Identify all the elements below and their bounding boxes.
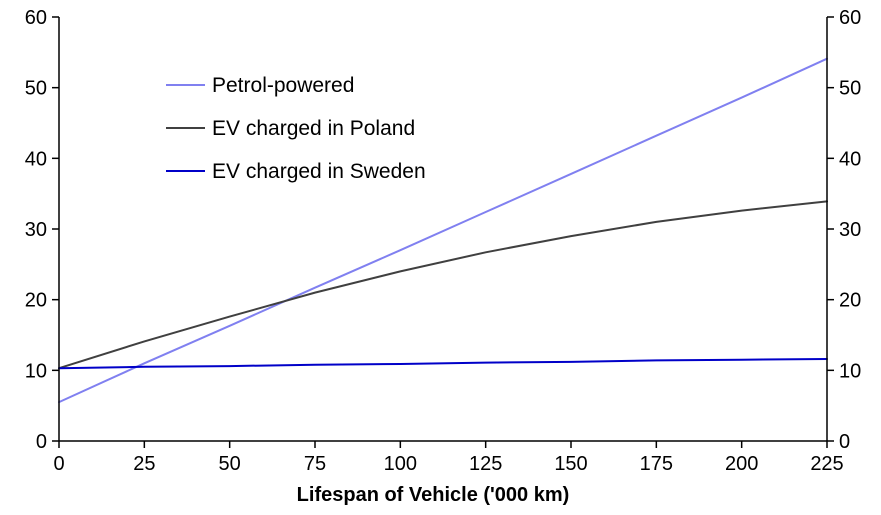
y-tick-label-left: 0 <box>36 431 47 453</box>
x-tick-label: 175 <box>640 453 673 475</box>
y-tick-label-left: 20 <box>25 290 47 312</box>
y-tick-label-right: 0 <box>839 431 850 453</box>
x-tick-label: 200 <box>725 453 758 475</box>
series-line-3 <box>58 358 828 370</box>
y-tick-label-left: 50 <box>25 78 47 100</box>
y-tick-label-right: 40 <box>839 148 861 170</box>
y-tick-label-right: 60 <box>839 7 861 29</box>
legend-label-2: EV charged in Poland <box>212 117 415 140</box>
y-tick-label-right: 50 <box>839 78 861 100</box>
y-tick-label-left: 10 <box>25 360 47 382</box>
series-line-2 <box>58 200 828 370</box>
series-line-1 <box>58 57 828 404</box>
series-layer <box>58 57 828 404</box>
x-axis-title: Lifespan of Vehicle ('000 km) <box>297 484 570 506</box>
x-tick-label: 150 <box>554 453 587 475</box>
x-tick-label: 50 <box>219 453 241 475</box>
x-tick-label: 75 <box>304 453 326 475</box>
axes-layer <box>58 17 828 442</box>
y-tick-label-left: 60 <box>25 7 47 29</box>
x-tick-label: 125 <box>469 453 502 475</box>
y-tick-label-right: 30 <box>839 219 861 241</box>
y-tick-label-left: 30 <box>25 219 47 241</box>
y-tick-label-right: 10 <box>839 360 861 382</box>
x-tick-label: 225 <box>810 453 843 475</box>
legend: Petrol-powered EV charged in Poland EV cha… <box>166 74 426 183</box>
legend-label-3: EV charged in Sweden <box>212 160 426 183</box>
x-tick-label: 0 <box>53 453 64 475</box>
y-tick-label-left: 40 <box>25 148 47 170</box>
y-tick-label-right: 20 <box>839 290 861 312</box>
legend-label-1: Petrol-powered <box>212 74 354 97</box>
x-tick-label: 25 <box>133 453 155 475</box>
x-tick-label: 100 <box>384 453 417 475</box>
